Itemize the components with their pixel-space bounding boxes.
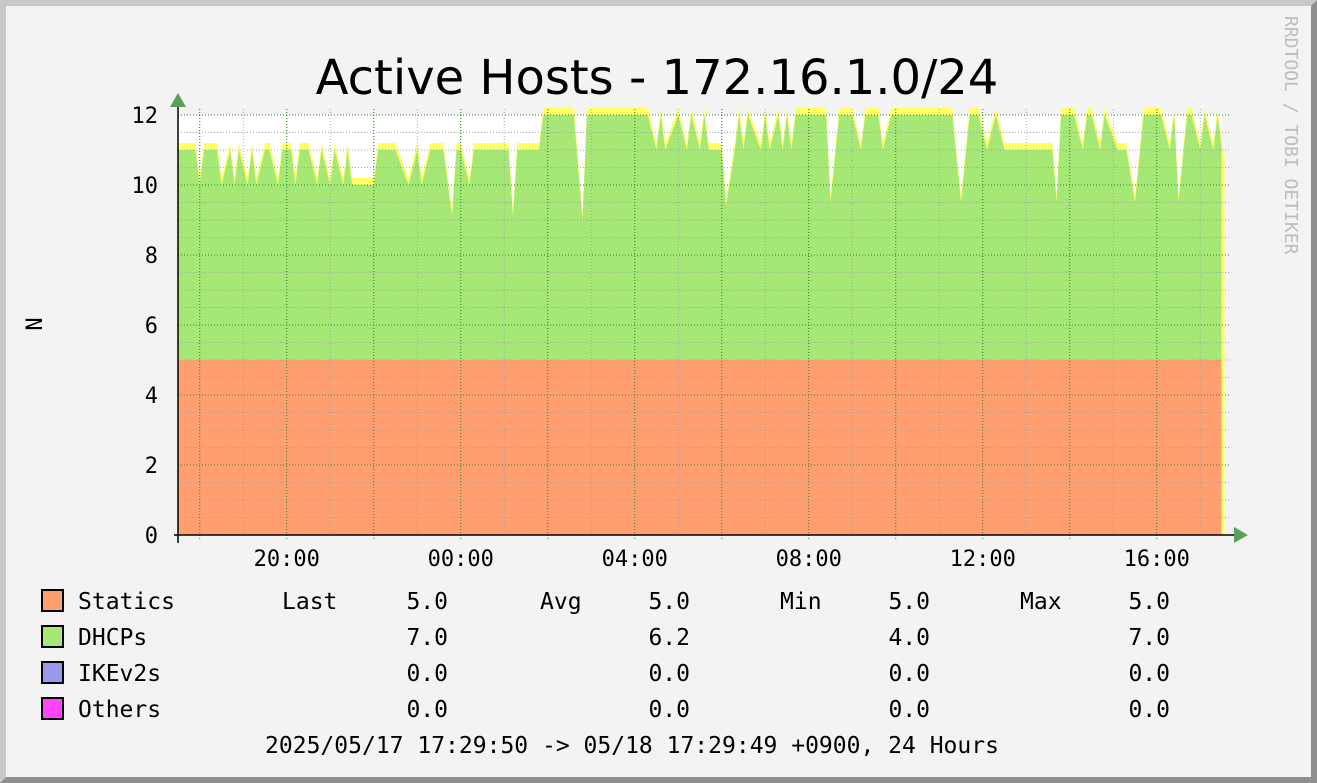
y-tick-label: 8 — [145, 244, 158, 269]
y-tick-label: 0 — [145, 524, 158, 549]
plot-area — [178, 108, 1225, 535]
legend-name: DHCPs — [78, 625, 147, 651]
x-tick-label: 20:00 — [254, 547, 320, 572]
legend-swatch-dhcps — [41, 625, 64, 648]
y-axis-arrow-icon — [170, 93, 186, 107]
legend-col-max: Max — [1020, 589, 1062, 615]
grid-lines — [178, 109, 1230, 541]
legend: Statics Last Avg Min Max 5.0 5.0 5.0 5.0 DHCPs 7.0… — [41, 589, 1170, 723]
legend-value-min: 5.0 — [888, 589, 930, 615]
legend-value-min: 4.0 — [888, 625, 930, 651]
y-axis-label: N — [23, 317, 48, 330]
legend-value-avg: 0.0 — [648, 697, 690, 723]
y-tick-label: 10 — [132, 174, 159, 199]
legend-name: Statics — [78, 589, 175, 615]
legend-col-min: Min — [780, 589, 822, 615]
x-tick-label: 12:00 — [950, 547, 1016, 572]
y-tick-label: 6 — [145, 314, 158, 339]
x-axis-arrow-icon — [1234, 527, 1248, 543]
y-tick-label: 4 — [145, 384, 158, 409]
legend-value-min: 0.0 — [888, 661, 930, 687]
legend-value-avg: 5.0 — [648, 589, 690, 615]
legend-swatch-ikev2s — [41, 661, 64, 684]
legend-name: Others — [78, 697, 161, 723]
time-range-footer: 2025/05/17 17:29:50 -> 05/18 17:29:49 +0… — [265, 733, 999, 759]
legend-value-avg: 6.2 — [648, 625, 690, 651]
watermark-text: RRDTOOL / TOBI OETIKER — [1280, 16, 1301, 255]
legend-col-avg: Avg — [540, 589, 582, 615]
y-tick-label: 12 — [132, 104, 159, 129]
chart-title: Active Hosts - 172.16.1.0/24 — [316, 50, 999, 106]
legend-value-max: 0.0 — [1128, 697, 1170, 723]
legend-value-max: 0.0 — [1128, 661, 1170, 687]
legend-value-max: 7.0 — [1128, 625, 1170, 651]
legend-value-last: 0.0 — [406, 661, 448, 687]
legend-swatch-others — [41, 697, 64, 720]
legend-name: IKEv2s — [78, 661, 161, 687]
x-tick-label: 16:00 — [1124, 547, 1190, 572]
x-tick-label: 04:00 — [602, 547, 668, 572]
legend-swatch-statics — [41, 589, 64, 612]
legend-value-max: 5.0 — [1128, 589, 1170, 615]
legend-col-last: Last — [282, 589, 337, 615]
legend-value-last: 0.0 — [406, 697, 448, 723]
legend-value-min: 0.0 — [888, 697, 930, 723]
y-tick-label: 2 — [145, 454, 158, 479]
legend-value-last: 5.0 — [406, 589, 448, 615]
axes: 0 2 4 6 8 10 12 20:00 00:00 04:00 08:00 12:00 16:00 — [132, 93, 1248, 572]
x-tick-label: 08:00 — [776, 547, 842, 572]
legend-value-avg: 0.0 — [648, 661, 690, 687]
x-tick-label: 00:00 — [428, 547, 494, 572]
legend-value-last: 7.0 — [406, 625, 448, 651]
